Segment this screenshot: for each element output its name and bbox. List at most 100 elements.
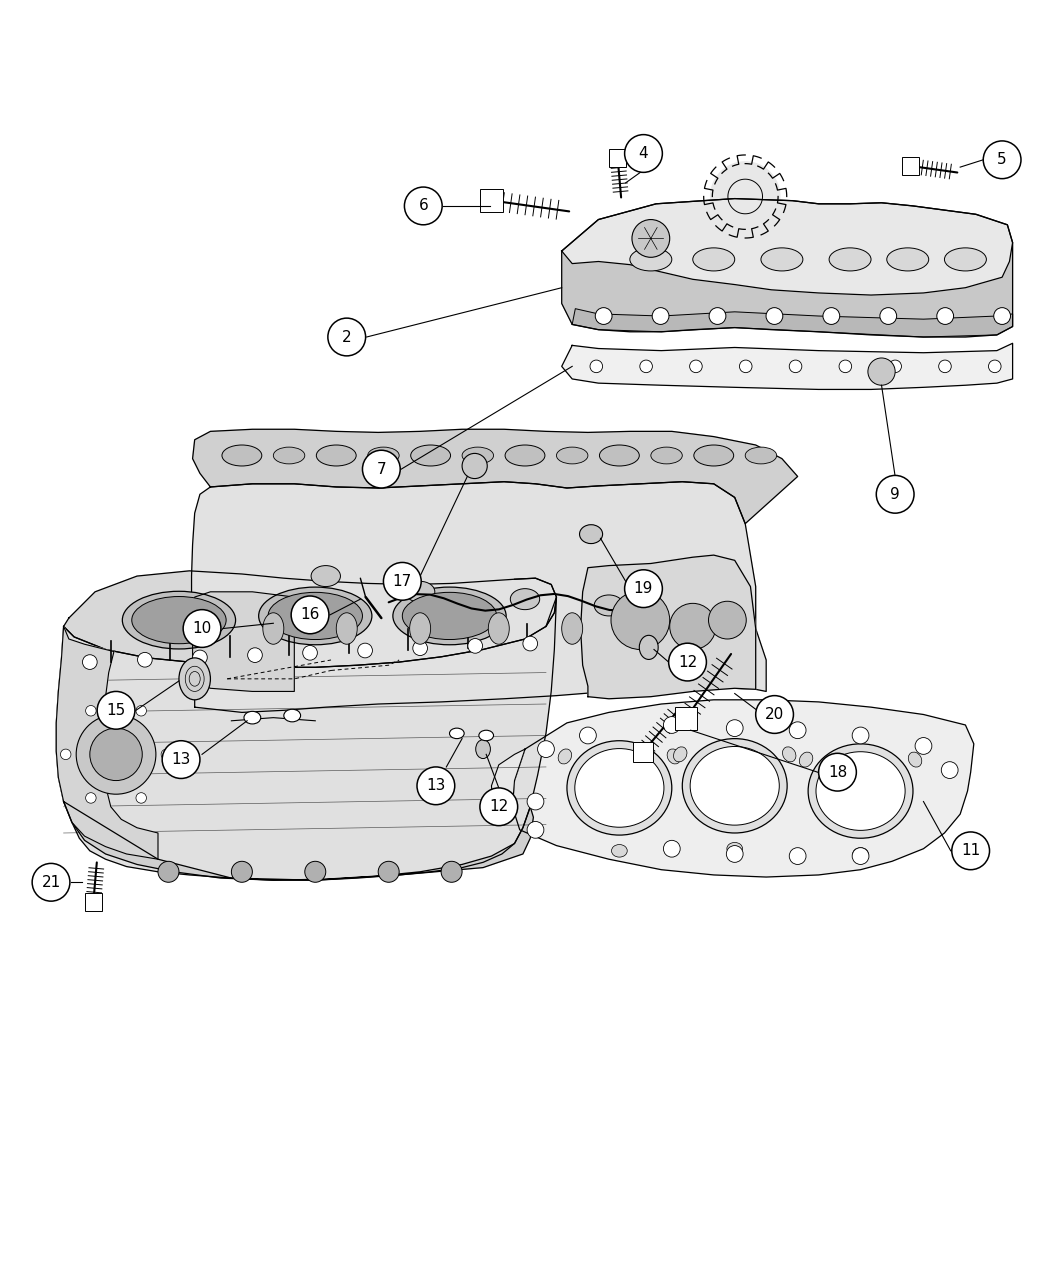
Circle shape xyxy=(939,360,951,373)
Ellipse shape xyxy=(611,845,627,858)
Ellipse shape xyxy=(746,447,777,464)
Ellipse shape xyxy=(368,447,399,464)
Ellipse shape xyxy=(908,751,922,767)
Ellipse shape xyxy=(651,447,682,464)
Ellipse shape xyxy=(488,612,509,644)
Ellipse shape xyxy=(258,587,372,645)
Circle shape xyxy=(138,652,152,667)
Polygon shape xyxy=(562,344,1012,390)
Ellipse shape xyxy=(316,445,356,466)
Circle shape xyxy=(709,308,726,325)
Ellipse shape xyxy=(562,612,583,644)
Circle shape xyxy=(790,722,806,739)
Circle shape xyxy=(86,792,97,803)
Polygon shape xyxy=(192,592,294,691)
Circle shape xyxy=(756,695,794,734)
Text: 12: 12 xyxy=(678,654,697,670)
Ellipse shape xyxy=(123,592,235,649)
Polygon shape xyxy=(512,700,973,877)
Circle shape xyxy=(727,720,743,736)
Ellipse shape xyxy=(284,709,300,722)
Text: 9: 9 xyxy=(890,487,900,502)
Ellipse shape xyxy=(694,445,734,466)
Ellipse shape xyxy=(853,847,868,860)
Circle shape xyxy=(823,308,840,325)
Polygon shape xyxy=(57,597,556,881)
Ellipse shape xyxy=(693,248,735,271)
Circle shape xyxy=(819,753,857,791)
Circle shape xyxy=(441,861,462,882)
Bar xyxy=(675,707,697,730)
Ellipse shape xyxy=(682,739,788,833)
Circle shape xyxy=(480,789,518,826)
Circle shape xyxy=(468,639,483,653)
Circle shape xyxy=(580,727,596,744)
Circle shape xyxy=(889,360,902,373)
Text: 13: 13 xyxy=(171,751,191,767)
Ellipse shape xyxy=(479,730,493,741)
Circle shape xyxy=(161,749,171,759)
Circle shape xyxy=(766,308,783,325)
Circle shape xyxy=(632,220,670,257)
Circle shape xyxy=(404,187,442,225)
Ellipse shape xyxy=(131,597,226,644)
Circle shape xyxy=(993,308,1010,325)
Circle shape xyxy=(951,832,989,870)
Ellipse shape xyxy=(594,596,624,616)
Ellipse shape xyxy=(268,592,362,639)
Circle shape xyxy=(413,640,427,656)
Polygon shape xyxy=(581,555,756,699)
Polygon shape xyxy=(64,801,533,881)
Ellipse shape xyxy=(336,612,357,644)
Text: 13: 13 xyxy=(426,778,445,794)
Ellipse shape xyxy=(830,248,871,271)
Circle shape xyxy=(135,705,146,716)
Text: 18: 18 xyxy=(827,764,847,780)
Circle shape xyxy=(790,360,802,373)
Ellipse shape xyxy=(262,612,284,644)
Ellipse shape xyxy=(405,581,435,602)
Circle shape xyxy=(417,767,455,805)
Circle shape xyxy=(595,308,612,325)
Ellipse shape xyxy=(816,751,905,831)
Circle shape xyxy=(988,360,1001,373)
Ellipse shape xyxy=(567,741,672,835)
Circle shape xyxy=(853,847,869,864)
Ellipse shape xyxy=(782,746,796,762)
Circle shape xyxy=(86,705,97,716)
Circle shape xyxy=(135,792,146,803)
Ellipse shape xyxy=(411,445,450,466)
Circle shape xyxy=(523,636,538,651)
Text: 2: 2 xyxy=(342,330,352,345)
Circle shape xyxy=(639,360,652,373)
Ellipse shape xyxy=(630,248,672,271)
Polygon shape xyxy=(562,198,1012,295)
Circle shape xyxy=(709,601,747,639)
Circle shape xyxy=(868,358,896,385)
Circle shape xyxy=(302,645,317,661)
Ellipse shape xyxy=(244,712,260,723)
Circle shape xyxy=(162,741,200,778)
Text: 7: 7 xyxy=(377,461,386,477)
Ellipse shape xyxy=(505,445,545,466)
Polygon shape xyxy=(711,162,780,231)
Circle shape xyxy=(83,654,98,670)
Circle shape xyxy=(611,590,670,649)
Circle shape xyxy=(328,318,365,355)
Text: 20: 20 xyxy=(765,707,784,722)
Circle shape xyxy=(77,714,155,794)
Ellipse shape xyxy=(574,749,664,827)
Circle shape xyxy=(739,360,752,373)
Text: 12: 12 xyxy=(489,799,508,814)
Ellipse shape xyxy=(178,658,210,700)
Circle shape xyxy=(462,454,487,478)
Ellipse shape xyxy=(410,612,430,644)
Circle shape xyxy=(839,360,852,373)
Circle shape xyxy=(877,475,915,514)
Ellipse shape xyxy=(639,635,658,659)
Ellipse shape xyxy=(556,447,588,464)
Circle shape xyxy=(916,737,931,754)
Ellipse shape xyxy=(887,248,928,271)
Bar xyxy=(633,743,653,763)
Ellipse shape xyxy=(476,740,490,759)
